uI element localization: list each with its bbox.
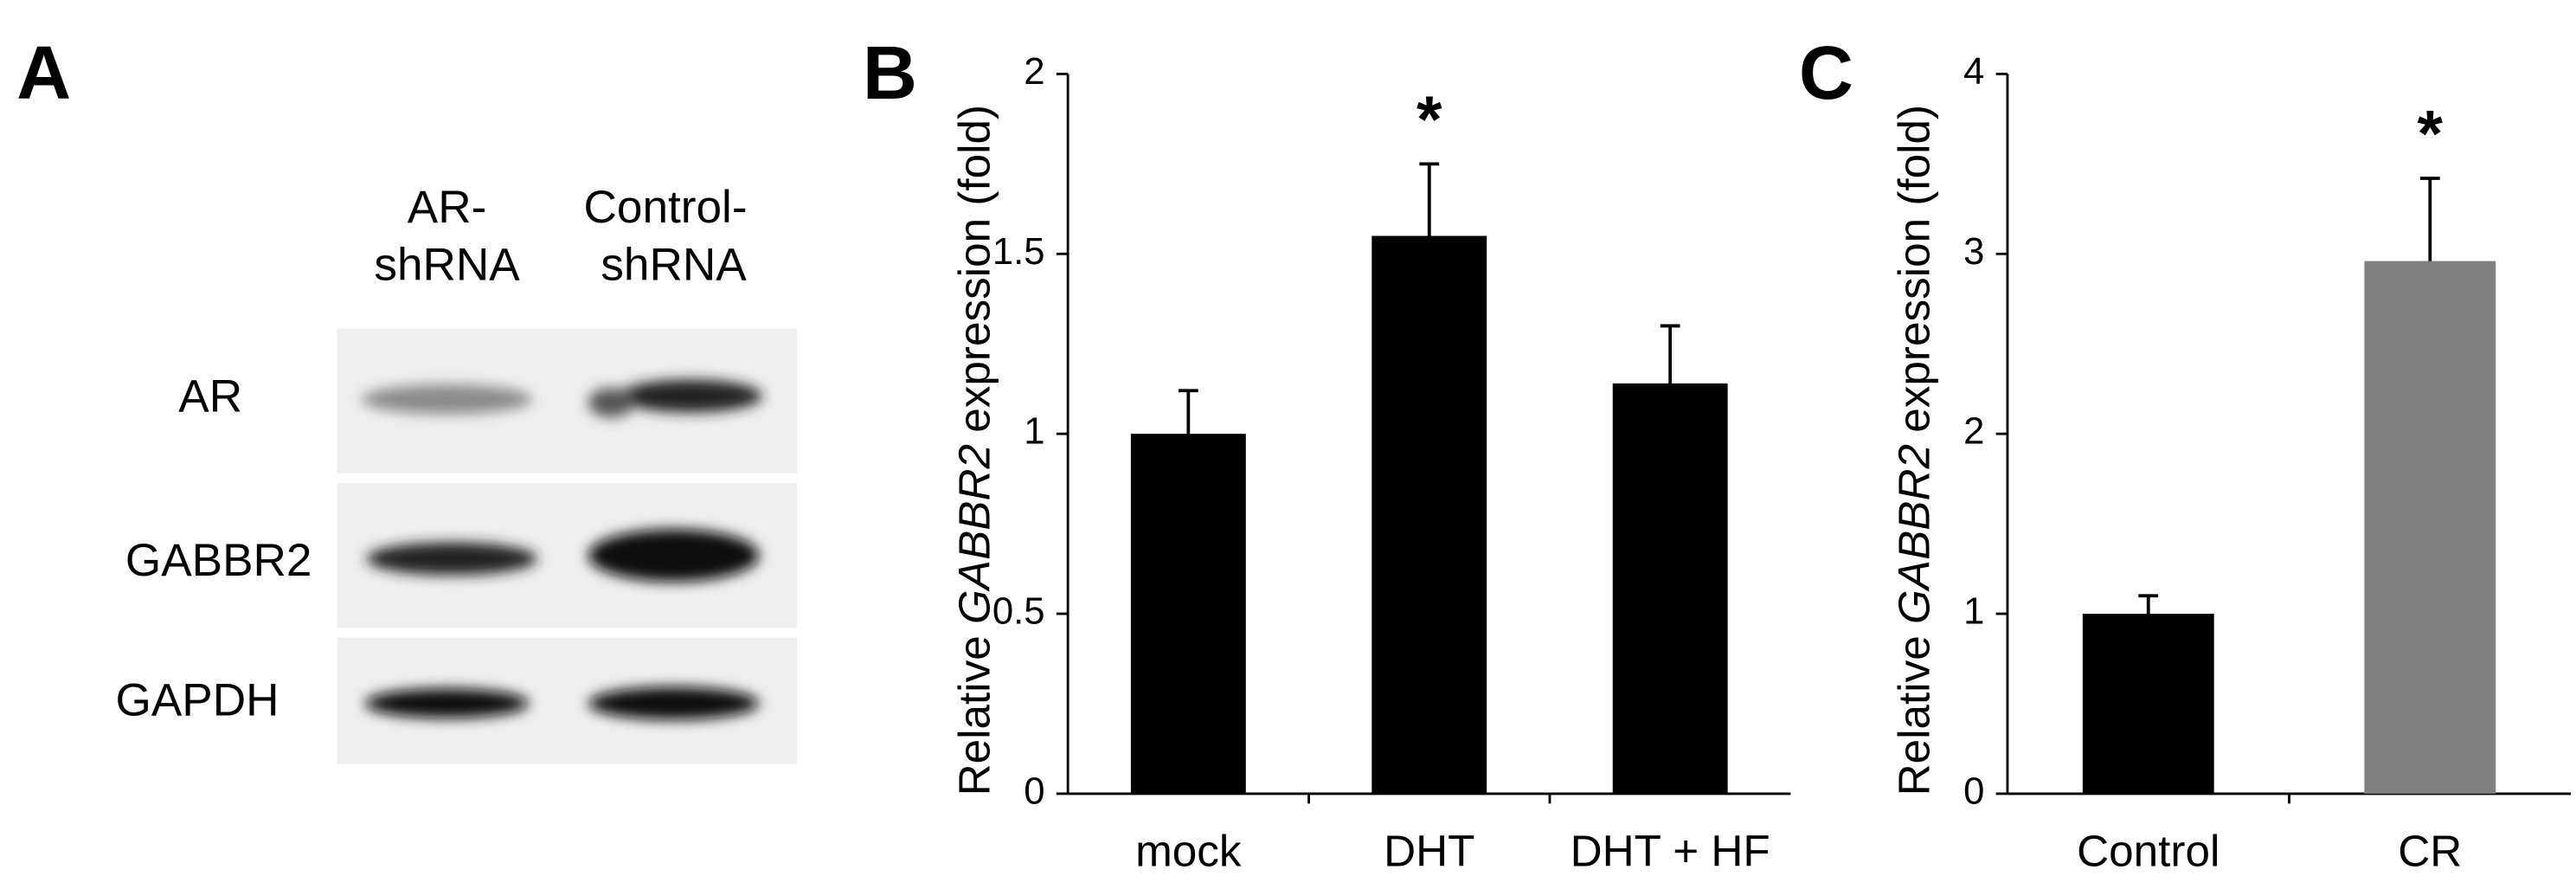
bar (1612, 383, 1728, 794)
y-axis-label-part: expression (fold) (1889, 105, 1938, 433)
band (361, 384, 533, 415)
significance-marker: * (2418, 97, 2444, 171)
error-bar (1419, 162, 1440, 236)
band (366, 542, 537, 576)
y-tick-label: 2 (1024, 50, 1044, 93)
error-bar (1660, 324, 1680, 383)
error-bar (2419, 177, 2440, 261)
significance-marker: * (1416, 83, 1442, 157)
error-bar (2138, 594, 2159, 615)
error-bar (1178, 389, 1198, 435)
x-tick-label: CR (2398, 827, 2462, 876)
bar (1130, 434, 1246, 794)
y-tick-label: 0 (1963, 770, 1984, 812)
band (588, 529, 760, 583)
y-tick-label: 1.5 (992, 230, 1045, 273)
y-tick-label: 4 (1963, 50, 1984, 93)
bar (2082, 614, 2214, 794)
panel-a: A AR- shRNA Control- shRNA AR GABBR2 GAP… (16, 30, 797, 764)
band (364, 688, 530, 718)
panel-label: A (16, 30, 71, 115)
row-label: GAPDH (116, 675, 279, 726)
y-tick-label: 1 (1963, 590, 1984, 633)
y-axis-label-part: Relative (1889, 635, 1938, 796)
y-tick-label: 2 (1963, 410, 1984, 453)
bar (1372, 235, 1487, 794)
lane-label: shRNA (374, 239, 520, 290)
band (588, 686, 760, 720)
panel-label: B (863, 30, 917, 115)
x-tick-label: DHT + HF (1571, 827, 1770, 876)
lane-label: AR- (408, 182, 487, 233)
x-tick-label: mock (1135, 827, 1242, 876)
y-tick-label: 1 (1024, 410, 1044, 453)
lane-label: Control- (584, 182, 748, 233)
y-axis-label-part: expression (fold) (949, 105, 999, 433)
panel-label: C (1799, 30, 1853, 115)
y-tick-label: 3 (1963, 230, 1984, 273)
blot-gap (337, 628, 797, 638)
y-tick-label: 0.5 (992, 590, 1045, 633)
y-axis-label: Relative GABBR2 expression (fold) (1889, 105, 1938, 796)
band (588, 388, 634, 418)
bands (361, 379, 763, 720)
y-axis-label: Relative GABBR2 expression (fold) (949, 105, 999, 796)
bar (2364, 261, 2496, 794)
y-axis-label-part: GABBR2 (949, 444, 999, 624)
y-axis-label-part: Relative (949, 635, 999, 796)
y-tick-label: 0 (1024, 770, 1044, 812)
blot-gap (337, 473, 797, 484)
x-tick-label: DHT (1384, 827, 1474, 876)
y-axis-label-part: GABBR2 (1889, 444, 1938, 624)
lane-label: shRNA (601, 239, 747, 290)
row-label: GABBR2 (125, 535, 312, 586)
x-tick-label: Control (2077, 827, 2219, 876)
row-label: AR (178, 370, 242, 422)
band (617, 379, 763, 413)
